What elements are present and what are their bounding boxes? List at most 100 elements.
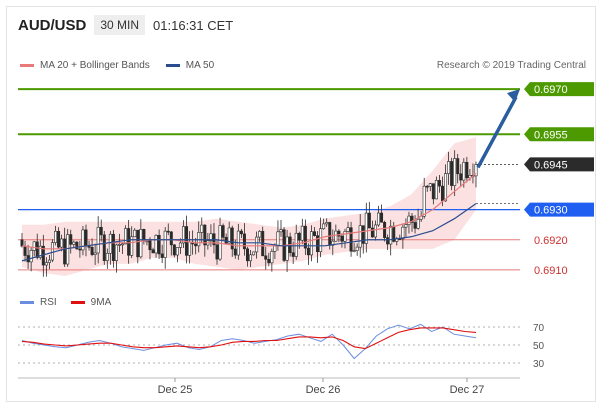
candle-body xyxy=(279,229,283,233)
candle-body xyxy=(230,227,234,250)
candle-body xyxy=(422,185,426,217)
candle-body xyxy=(218,225,222,260)
candle-body xyxy=(358,225,362,248)
candle-body xyxy=(50,242,54,261)
candle-body xyxy=(456,158,460,175)
candle-body xyxy=(322,223,326,230)
candle-body xyxy=(93,252,97,255)
price-legend: MA 20 + Bollinger Bands MA 50 xyxy=(20,60,214,71)
candle-body xyxy=(380,212,384,223)
candle-body xyxy=(197,232,201,247)
candle-body xyxy=(181,226,185,244)
candle-body xyxy=(227,227,231,244)
candle-body xyxy=(462,162,466,181)
candle-body xyxy=(78,248,82,251)
candle-body xyxy=(245,248,249,262)
candle-body xyxy=(313,231,317,236)
candle-body xyxy=(444,173,448,202)
candle-body xyxy=(157,235,161,255)
candle-body xyxy=(44,262,48,266)
candle-body xyxy=(215,244,219,260)
candle-body xyxy=(60,238,64,248)
candle-body xyxy=(118,244,122,246)
x-tick-label: Dec 26 xyxy=(306,384,341,396)
candle-body xyxy=(178,242,182,248)
level-tag-resistance xyxy=(524,127,594,142)
candle-body xyxy=(96,226,100,254)
candle-body xyxy=(133,229,137,238)
candle-body xyxy=(364,212,368,244)
candle-body xyxy=(121,243,125,246)
candle-body xyxy=(306,247,310,256)
candle-body xyxy=(38,245,42,258)
candle-body xyxy=(300,225,304,241)
candle-body xyxy=(166,230,170,233)
candle-body xyxy=(349,227,353,252)
candle-body xyxy=(297,232,301,241)
ma50-legend-label: MA 50 xyxy=(185,60,215,71)
candle-body xyxy=(194,243,198,247)
candle-body xyxy=(465,162,469,179)
candle-body xyxy=(20,239,24,247)
x-tick-label: Dec 25 xyxy=(158,384,193,396)
rsi-tick-label: 50 xyxy=(533,341,545,352)
candle-body xyxy=(154,235,158,254)
candle-body xyxy=(440,185,444,202)
candle-body xyxy=(163,230,167,258)
candle-body xyxy=(453,158,457,186)
candle-body xyxy=(175,247,179,256)
candle-body xyxy=(309,231,313,256)
candle-body xyxy=(66,234,70,265)
level-label-resistance: 0.6970 xyxy=(534,84,568,96)
candle-body xyxy=(69,234,73,245)
ma50-swatch xyxy=(165,64,180,67)
candle-body xyxy=(276,231,280,247)
level-label-support: 0.6910 xyxy=(534,265,568,277)
candle-body xyxy=(434,180,438,200)
candle-body xyxy=(99,226,103,236)
rsi-legend-label: RSI xyxy=(40,297,57,308)
candle-body xyxy=(139,229,143,258)
candle-body xyxy=(343,231,347,242)
candle-body xyxy=(102,234,106,261)
level-label-pivot: 0.6930 xyxy=(534,205,568,217)
candle-body xyxy=(459,173,463,181)
timeframe-badge[interactable]: 30 MIN xyxy=(94,15,146,35)
candle-body xyxy=(370,227,374,238)
candle-body xyxy=(437,180,441,187)
candle-body xyxy=(249,254,253,262)
candle-body xyxy=(169,231,173,246)
rsi-tick-label: 70 xyxy=(533,323,545,334)
ma50-line xyxy=(21,203,477,262)
candle-body xyxy=(87,245,91,248)
candle-body xyxy=(303,225,307,249)
candle-body xyxy=(404,224,408,228)
candle-body xyxy=(346,227,350,232)
candle-body xyxy=(252,251,256,256)
candle-body xyxy=(151,249,155,254)
candle-body xyxy=(285,236,289,261)
rsi-swatch xyxy=(20,301,34,304)
candle-body xyxy=(428,183,432,187)
candle-body xyxy=(136,229,140,258)
candle-body xyxy=(340,235,344,242)
candle-body xyxy=(203,224,207,246)
candle-body xyxy=(273,245,277,252)
candle-body xyxy=(57,230,61,248)
candle-body xyxy=(264,255,268,260)
rsi-ma-line xyxy=(21,327,477,350)
candle-body xyxy=(267,258,271,264)
level-label-support: 0.6920 xyxy=(534,235,568,247)
candle-body xyxy=(331,240,335,246)
candle-body xyxy=(111,233,115,261)
rsi-ma-legend-label: 9MA xyxy=(90,297,112,308)
candle-body xyxy=(416,218,420,229)
candle-body xyxy=(172,244,176,256)
candle-body xyxy=(383,221,387,238)
candle-body xyxy=(447,161,451,174)
candle-body xyxy=(413,222,417,229)
candle-body xyxy=(361,225,365,244)
candle-body xyxy=(319,228,323,253)
x-tick-label: Dec 27 xyxy=(450,384,485,396)
candle-body xyxy=(270,251,274,264)
